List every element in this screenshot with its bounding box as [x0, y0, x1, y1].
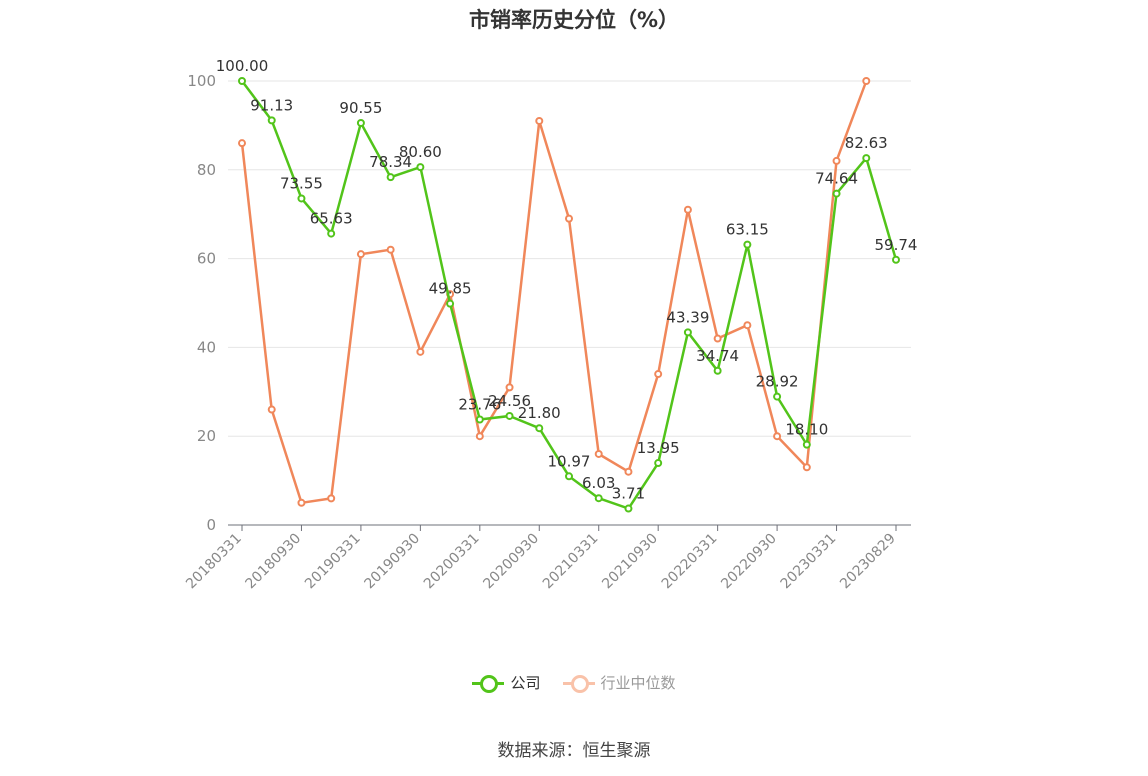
data-point-1 — [565, 214, 573, 223]
x-tick-label: 20210930 — [599, 531, 661, 593]
data-point-1 — [683, 205, 692, 214]
y-tick-label: 80 — [197, 161, 216, 179]
legend-industry-swatch-icon — [562, 673, 595, 693]
data-point-0 — [505, 411, 514, 420]
data-point-1 — [475, 432, 484, 441]
data-label: 78.34 — [369, 153, 412, 171]
data-point-0 — [624, 504, 633, 513]
data-label: 3.71 — [612, 485, 645, 503]
data-label: 28.92 — [756, 373, 799, 391]
data-point-1 — [505, 383, 514, 392]
data-point-1 — [297, 498, 306, 507]
data-label: 73.55 — [280, 174, 323, 192]
data-point-0 — [327, 229, 336, 238]
legend-company-label: 公司 — [510, 674, 541, 692]
data-label: 63.15 — [726, 221, 769, 239]
data-label: 80.60 — [399, 143, 442, 161]
data-point-1 — [773, 432, 782, 441]
chart-title: 市销率历史分位（%） — [468, 8, 680, 32]
data-point-0 — [535, 424, 544, 433]
data-point-0 — [713, 366, 722, 375]
y-tick-label: 100 — [187, 72, 216, 90]
data-label: 100.00 — [216, 57, 269, 75]
x-tick-label: 20190331 — [302, 531, 364, 593]
y-tick-label: 20 — [197, 427, 216, 445]
data-point-0 — [267, 116, 276, 125]
data-label: 10.97 — [548, 452, 591, 470]
series-line-0 — [241, 80, 898, 510]
data-point-0 — [832, 189, 841, 198]
x-tick-label: 20180331 — [183, 531, 245, 593]
data-point-1 — [594, 449, 603, 458]
data-point-1 — [267, 405, 276, 414]
data-point-0 — [743, 240, 752, 249]
data-point-1 — [238, 139, 246, 148]
legend-item-company[interactable]: 公司 — [472, 672, 541, 693]
y-tick-label: 60 — [197, 250, 216, 268]
data-point-0 — [654, 459, 663, 468]
data-point-0 — [683, 328, 692, 337]
y-tick-label: 0 — [206, 516, 216, 534]
data-point-1 — [743, 321, 752, 330]
data-label: 59.74 — [875, 236, 918, 254]
data-label: 65.63 — [310, 210, 353, 228]
data-point-0 — [238, 77, 246, 85]
data-label: 82.63 — [845, 134, 888, 152]
data-label: 49.85 — [429, 280, 472, 298]
data-label: 91.13 — [250, 96, 293, 114]
legend-item-industry-median[interactable]: 行业中位数 — [562, 672, 676, 693]
y-tick-label: 40 — [197, 338, 216, 356]
data-label: 74.64 — [815, 170, 858, 188]
x-tick-label: 20220331 — [659, 531, 721, 593]
x-tick-label: 20210331 — [540, 531, 602, 593]
data-point-1 — [386, 245, 395, 254]
series-line-1 — [240, 80, 868, 505]
x-tick-label: 20200930 — [480, 531, 542, 593]
x-tick-label: 20190930 — [361, 531, 423, 593]
x-tick-label: 20220930 — [718, 531, 780, 593]
data-point-1 — [535, 116, 544, 125]
data-label: 24.56 — [488, 392, 531, 410]
data-point-0 — [773, 392, 782, 401]
data-point-1 — [654, 370, 663, 379]
data-label: 6.03 — [582, 474, 615, 492]
data-point-0 — [356, 118, 365, 127]
data-point-0 — [446, 299, 455, 308]
data-point-0 — [892, 255, 900, 264]
data-point-0 — [386, 173, 395, 182]
data-point-1 — [327, 494, 336, 503]
data-point-0 — [802, 440, 811, 449]
legend: 公司 行业中位数 — [0, 672, 1148, 693]
x-tick-label: 20200331 — [421, 531, 483, 593]
data-point-1 — [356, 250, 365, 259]
data-label: 34.74 — [696, 347, 739, 365]
legend-industry-label: 行业中位数 — [600, 674, 676, 692]
source-note: 数据来源：恒生聚源 — [497, 741, 651, 761]
legend-company-swatch-icon — [472, 673, 505, 693]
data-label: 18.10 — [785, 421, 828, 439]
data-label: 13.95 — [637, 439, 680, 457]
data-point-1 — [624, 467, 633, 476]
data-point-1 — [802, 463, 811, 472]
data-label: 23.76 — [458, 396, 501, 414]
data-point-1 — [416, 347, 425, 356]
data-label: 21.80 — [518, 404, 561, 422]
data-point-1 — [862, 77, 871, 85]
data-point-0 — [594, 494, 603, 503]
data-point-0 — [297, 194, 306, 203]
data-point-0 — [475, 415, 484, 424]
data-label: 90.55 — [339, 99, 382, 117]
data-point-0 — [565, 472, 573, 481]
x-tick-label: 20230829 — [837, 531, 899, 593]
x-tick-label: 20230331 — [778, 531, 840, 593]
x-tick-label: 20180930 — [243, 531, 305, 593]
data-point-1 — [832, 156, 841, 165]
data-point-1 — [713, 334, 722, 343]
data-label: 43.39 — [666, 308, 709, 326]
data-point-0 — [862, 154, 871, 163]
data-point-0 — [416, 163, 425, 172]
